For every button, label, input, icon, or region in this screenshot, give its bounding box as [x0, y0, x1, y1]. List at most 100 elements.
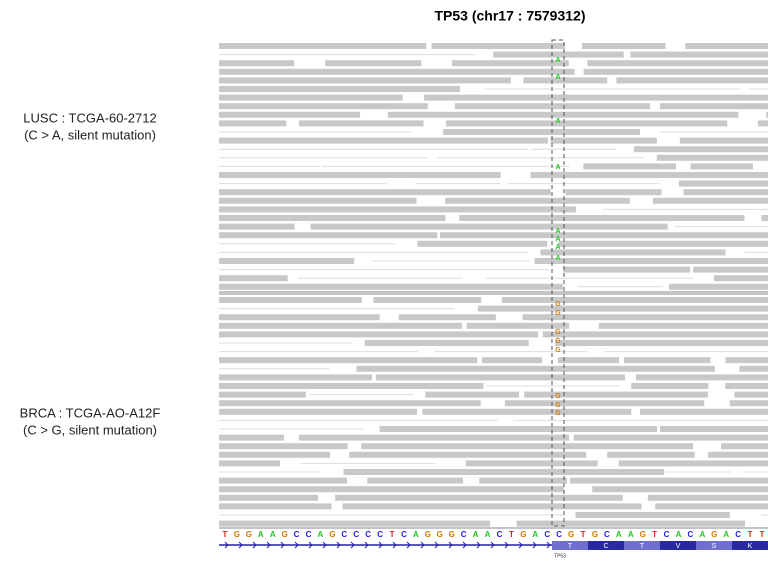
read	[373, 297, 481, 303]
read	[443, 129, 640, 135]
read	[502, 297, 768, 303]
reference-base: G	[592, 530, 598, 539]
read	[634, 146, 768, 152]
read	[299, 435, 569, 441]
read	[459, 215, 744, 221]
read	[630, 52, 768, 58]
read	[388, 112, 739, 118]
read	[690, 163, 753, 169]
read	[693, 267, 768, 273]
reference-base: T	[748, 530, 753, 539]
read	[466, 460, 598, 466]
read	[219, 495, 318, 501]
reference-base: A	[318, 530, 324, 539]
read	[648, 495, 768, 501]
reference-base: C	[735, 530, 741, 539]
reference-base: T	[652, 530, 657, 539]
read	[219, 383, 483, 389]
panel-sublabel: (C > G, silent mutation)	[23, 422, 157, 437]
read	[219, 314, 380, 320]
mismatch-base: A	[555, 74, 560, 81]
read	[551, 138, 657, 144]
read	[219, 120, 286, 126]
amino-acid: K	[748, 543, 753, 550]
read	[219, 357, 477, 363]
read	[219, 172, 501, 178]
read	[636, 374, 768, 380]
panel-sublabel: (C > A, silent mutation)	[24, 127, 156, 142]
read	[543, 331, 768, 337]
reference-base: A	[473, 530, 479, 539]
read	[739, 366, 768, 372]
read	[587, 60, 768, 66]
read	[555, 340, 768, 346]
read	[219, 224, 295, 230]
reference-base: G	[520, 530, 526, 539]
read	[349, 452, 586, 458]
read	[380, 426, 657, 432]
read	[422, 409, 631, 415]
read	[219, 374, 372, 380]
read	[219, 400, 481, 406]
read	[219, 503, 332, 509]
reference-base: G	[329, 530, 335, 539]
read	[505, 400, 704, 406]
reads	[219, 43, 768, 527]
read	[219, 138, 548, 144]
amino-acid: T	[568, 543, 573, 550]
read	[478, 306, 768, 312]
amino-acid: C	[603, 543, 608, 550]
reference-base: C	[306, 530, 312, 539]
read	[356, 366, 714, 372]
read	[583, 163, 676, 169]
read	[565, 189, 661, 195]
reference-base: C	[461, 530, 467, 539]
reference-base: T	[581, 530, 586, 539]
reference-base: A	[258, 530, 264, 539]
read	[467, 323, 569, 329]
read	[219, 215, 445, 221]
read	[445, 198, 630, 204]
reference-base: C	[664, 530, 670, 539]
read	[424, 95, 768, 101]
read	[219, 323, 462, 329]
read	[219, 232, 437, 238]
reference-base: C	[544, 530, 550, 539]
mismatch-base: A	[555, 57, 560, 64]
read	[219, 95, 403, 101]
reference-base: A	[676, 530, 682, 539]
reference-base: A	[699, 530, 705, 539]
read	[708, 452, 768, 458]
read	[219, 521, 490, 527]
mismatch-base: A	[555, 244, 560, 251]
read	[219, 284, 563, 290]
reference-base: G	[425, 530, 431, 539]
reference-base: C	[341, 530, 347, 539]
reference-base: G	[640, 530, 646, 539]
mismatch-base: A	[555, 255, 560, 262]
reference-base: G	[246, 530, 252, 539]
read	[679, 181, 768, 187]
igv-figure: TP53 (chr17 : 7579312) LUSC : TCGA-60-27…	[0, 0, 768, 562]
reference-base: A	[485, 530, 491, 539]
read	[607, 452, 694, 458]
read	[399, 314, 496, 320]
reference-base: A	[413, 530, 419, 539]
mismatch-base: A	[555, 228, 560, 235]
read	[219, 478, 347, 484]
panel-label: LUSC : TCGA-60-2712	[23, 110, 156, 125]
read	[376, 374, 625, 380]
read	[584, 69, 768, 75]
read	[517, 521, 745, 527]
reference-base: C	[294, 530, 300, 539]
read	[219, 69, 575, 75]
mismatch-base: G	[555, 310, 561, 317]
read	[730, 400, 768, 406]
read	[219, 409, 417, 415]
reference-base: G	[711, 530, 717, 539]
read	[219, 103, 428, 109]
read	[482, 357, 542, 363]
read	[655, 503, 768, 509]
read	[574, 435, 768, 441]
read	[725, 357, 768, 363]
